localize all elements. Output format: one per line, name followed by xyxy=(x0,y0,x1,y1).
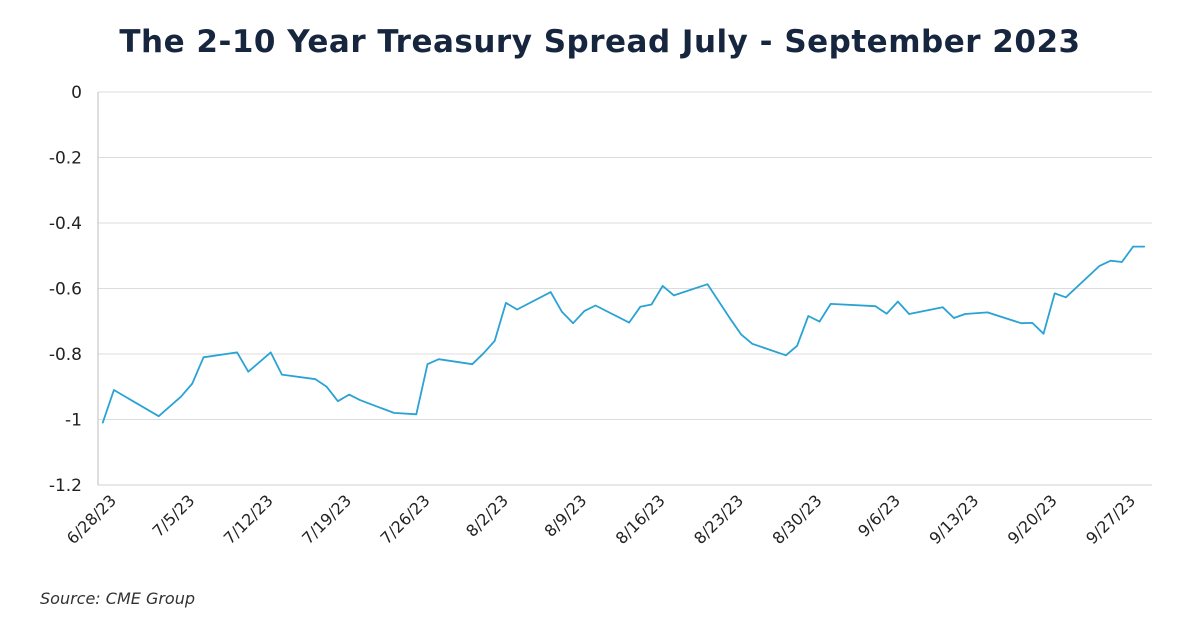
x-tick-label: 6/28/23 xyxy=(63,491,120,548)
data-point xyxy=(1132,245,1134,248)
x-tick-label: 7/12/23 xyxy=(220,491,277,548)
x-tick-label: 8/23/23 xyxy=(690,491,747,548)
data-point xyxy=(202,356,205,359)
data-point xyxy=(180,395,182,398)
data-point xyxy=(953,317,955,319)
data-point xyxy=(482,352,485,355)
data-point xyxy=(493,340,496,342)
data-point xyxy=(897,300,899,303)
x-tick-label: 7/19/23 xyxy=(298,491,355,548)
data-point xyxy=(796,345,798,347)
data-point xyxy=(471,363,474,365)
data-point xyxy=(1065,296,1067,299)
data-point xyxy=(1020,322,1022,325)
data-point xyxy=(1121,261,1123,263)
data-point xyxy=(1143,245,1146,248)
data-point xyxy=(101,421,104,424)
data-point xyxy=(706,283,709,286)
y-tick-label: 0 xyxy=(71,83,82,103)
data-point xyxy=(1031,322,1034,324)
spread-line xyxy=(101,245,1145,424)
data-point xyxy=(516,308,518,311)
data-point xyxy=(157,415,160,418)
x-tick-label: 8/30/23 xyxy=(769,491,826,548)
data-point xyxy=(986,311,989,314)
data-point xyxy=(650,303,653,306)
data-point xyxy=(661,285,664,287)
data-point xyxy=(818,320,821,323)
data-point xyxy=(549,291,552,293)
data-point xyxy=(673,294,675,297)
x-tick-label: 9/27/23 xyxy=(1082,491,1139,548)
data-point xyxy=(874,305,877,307)
data-point xyxy=(1053,292,1056,295)
y-tick-label: -0.4 xyxy=(49,214,82,234)
y-tick-label: -0.8 xyxy=(49,345,82,365)
data-point xyxy=(639,306,642,308)
data-point xyxy=(505,302,507,304)
data-point xyxy=(594,304,597,307)
y-tick-label: -0.6 xyxy=(49,280,82,300)
x-tick-label: 8/9/23 xyxy=(541,491,591,541)
data-point xyxy=(325,385,328,388)
data-point xyxy=(829,303,832,305)
data-point xyxy=(908,313,910,315)
data-point xyxy=(572,322,574,325)
data-point xyxy=(583,310,586,312)
data-point xyxy=(337,400,339,402)
y-tick-label: -0.2 xyxy=(49,149,82,169)
data-point xyxy=(964,313,966,315)
data-point xyxy=(885,312,888,315)
data-point xyxy=(415,413,418,416)
data-point xyxy=(393,412,395,414)
data-point xyxy=(247,370,250,373)
data-point xyxy=(1098,265,1101,267)
x-tick-label: 7/5/23 xyxy=(149,491,199,541)
data-point xyxy=(236,351,238,354)
x-tick-label: 9/6/23 xyxy=(854,491,904,541)
data-point xyxy=(359,399,362,401)
data-point xyxy=(729,317,731,320)
x-tick-label: 9/13/23 xyxy=(925,491,982,548)
data-point xyxy=(281,373,283,376)
chart-title: The 2-10 Year Treasury Spread July - Sep… xyxy=(119,24,1081,60)
x-tick-label: 8/16/23 xyxy=(612,491,669,548)
y-tick-label: -1 xyxy=(65,411,82,431)
data-point xyxy=(785,354,787,357)
data-point xyxy=(348,393,350,396)
data-point xyxy=(941,306,944,308)
data-point xyxy=(269,351,272,354)
data-point xyxy=(751,343,754,345)
data-point xyxy=(628,321,630,324)
source-note: Source: CME Group xyxy=(40,589,196,608)
data-point xyxy=(113,389,115,391)
x-tick-label: 7/26/23 xyxy=(377,491,434,548)
data-point xyxy=(807,315,810,317)
data-point xyxy=(740,333,742,336)
y-tick-label: -1.2 xyxy=(49,476,82,496)
data-point xyxy=(191,382,194,385)
data-point xyxy=(561,310,563,313)
x-tick-label: 8/2/23 xyxy=(462,491,512,541)
data-point xyxy=(1042,332,1045,335)
data-point xyxy=(437,358,440,361)
data-point xyxy=(1109,259,1112,262)
data-point xyxy=(426,363,429,365)
x-tick-label: 9/20/23 xyxy=(1004,491,1061,548)
data-point xyxy=(314,378,317,381)
